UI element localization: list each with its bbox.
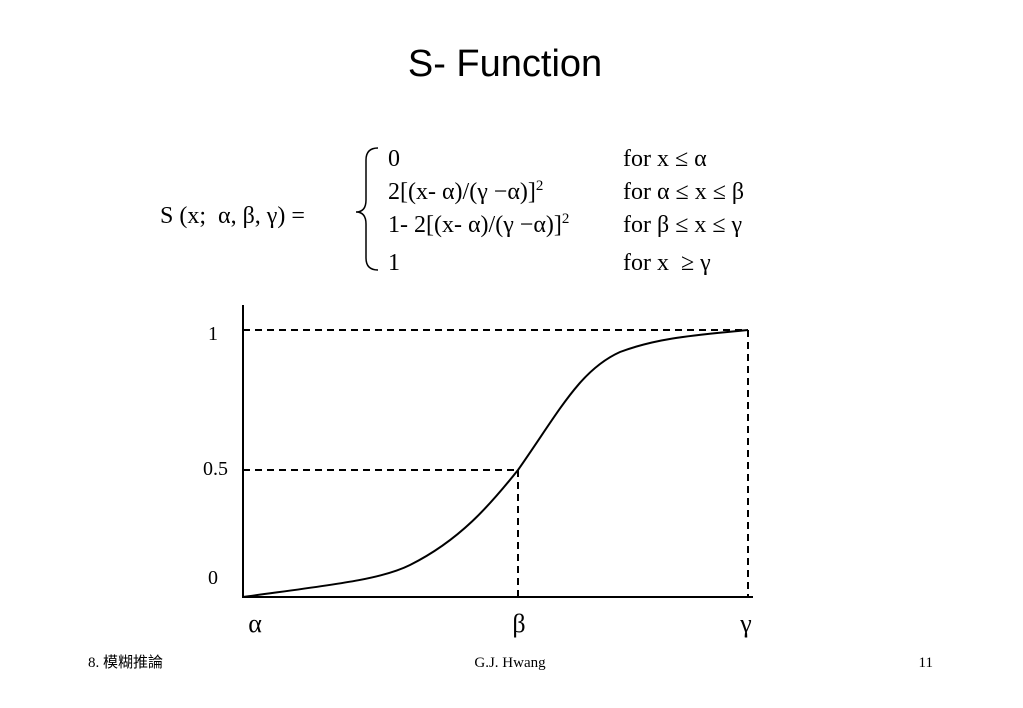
expr: 2[(x- α)/(γ −α)] — [388, 179, 536, 205]
s-curve — [242, 329, 749, 598]
case-expr: 2[(x- α)/(γ −α)]2 — [388, 178, 543, 205]
case-expr: 0 — [388, 146, 400, 172]
superscript: 2 — [536, 178, 544, 194]
x-label: α — [248, 609, 262, 638]
figure: 1 0.5 0 α β γ — [203, 305, 753, 638]
footer-left: 8. 模糊推論 — [88, 654, 163, 671]
superscript: 2 — [562, 211, 570, 227]
x-label: β — [512, 609, 525, 638]
footer-center: G.J. Hwang — [474, 655, 546, 671]
expr: 1 — [388, 250, 400, 276]
case-condition: for x ≤ α — [623, 146, 707, 172]
y-label: 1 — [208, 323, 218, 345]
footer-right: 11 — [919, 655, 933, 671]
slide-title: S- Function — [408, 43, 602, 85]
formula-lhs: S (x; α, β, γ) = — [160, 203, 305, 229]
cases: 0 for x ≤ α2[(x- α)/(γ −α)]2 for α ≤ x ≤ β… — [388, 146, 744, 276]
case-condition: for α ≤ x ≤ β — [623, 179, 744, 205]
expr: 1- 2[(x- α)/(γ −α)] — [388, 212, 562, 238]
x-label: γ — [739, 609, 752, 638]
brace — [355, 147, 379, 271]
y-label: 0 — [208, 567, 218, 589]
case-expr: 1- 2[(x- α)/(γ −α)]2 — [388, 211, 569, 238]
case-expr: 1 — [388, 250, 400, 276]
case-condition: for β ≤ x ≤ γ — [623, 212, 743, 238]
expr: 0 — [388, 146, 400, 172]
y-label: 0.5 — [203, 458, 228, 480]
case-condition: for x ≥ γ — [623, 250, 711, 276]
